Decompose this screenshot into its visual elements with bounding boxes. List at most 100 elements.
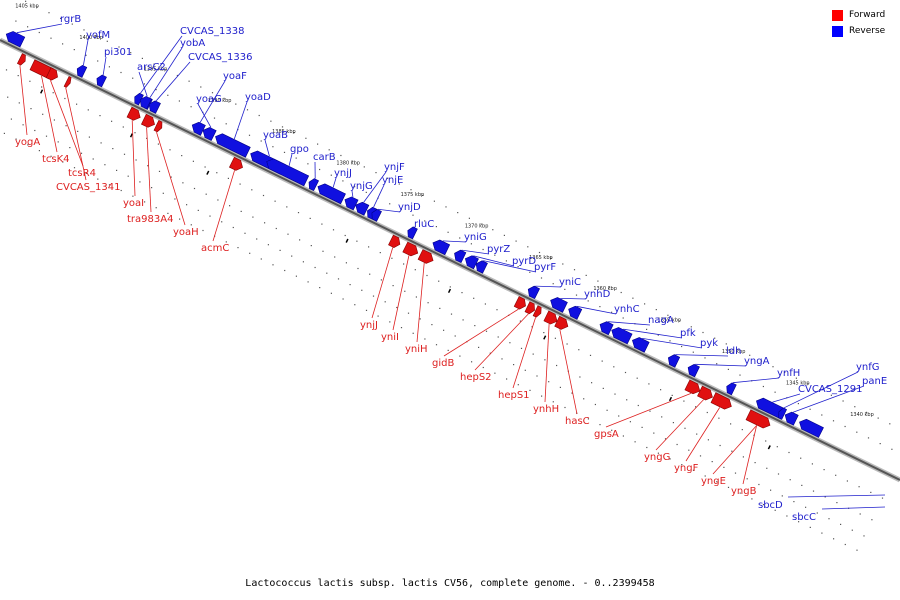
track-dot [427, 302, 429, 304]
track-dot [497, 336, 499, 338]
track-dot [369, 273, 371, 275]
reverse-gene-feature [784, 411, 799, 426]
track-dot [462, 319, 464, 321]
track-dot [334, 256, 336, 258]
track-dot [821, 532, 823, 534]
track-dot [688, 449, 690, 451]
track-dot [644, 303, 646, 305]
track-dot [459, 355, 461, 357]
track-dot [45, 135, 48, 137]
track-dot [660, 389, 662, 391]
track-dot [139, 181, 141, 183]
track-dot [449, 286, 451, 288]
track-dot [807, 383, 809, 385]
track-dot [80, 152, 83, 154]
forward-leader-line [146, 127, 152, 213]
track-dot [410, 189, 412, 191]
track-dot [805, 506, 807, 508]
track-dot [319, 168, 321, 171]
track-dot [305, 137, 307, 139]
forward-gene-feature [745, 409, 771, 429]
track-dot [587, 418, 589, 420]
reverse-gene-label: panE [862, 376, 887, 387]
track-dot [505, 260, 507, 262]
forward-leader-line [41, 75, 58, 153]
track-dot [165, 69, 167, 71]
track-dot [354, 186, 356, 188]
reverse-gene-feature [778, 407, 788, 420]
track-dot [387, 177, 389, 179]
track-dot [459, 237, 461, 239]
reverse-leader-line [473, 255, 515, 267]
reverse-gene-label: ynhD [584, 289, 611, 300]
track-dot [531, 326, 533, 328]
kbp-tick-label: 1360 kbp [593, 286, 617, 292]
track-dot [877, 417, 879, 419]
reverse-gene-label: CVCAS_1291 [798, 384, 862, 395]
forward-gene-feature [513, 296, 526, 310]
track-dot [599, 306, 601, 308]
forward-leader-line [392, 255, 410, 331]
track-dot [97, 178, 99, 180]
track-dot [260, 258, 262, 260]
track-dot [766, 467, 768, 469]
track-dot [672, 422, 674, 424]
forward-gene-label: tcsK4 [42, 154, 70, 165]
track-dot [272, 264, 274, 266]
track-dot [690, 326, 692, 328]
track-dot [204, 166, 206, 168]
track-dot [200, 86, 202, 88]
reverse-leader-line [608, 321, 651, 326]
track-dot [433, 200, 435, 202]
reverse-leader-line [363, 171, 387, 203]
track-dot [403, 263, 405, 265]
track-dot [788, 451, 790, 454]
track-dot [629, 421, 631, 423]
track-dot [252, 216, 254, 218]
track-dot [398, 183, 400, 185]
track-dot [611, 429, 613, 431]
track-dot [202, 229, 204, 232]
forward-leader-line [655, 399, 704, 451]
track-dot [246, 109, 249, 111]
track-dot [496, 309, 498, 311]
track-dot [746, 478, 748, 480]
track-dot [17, 75, 19, 77]
track-dot [293, 132, 295, 134]
track-dot [260, 140, 262, 142]
reverse-gene-label: pyrF [534, 262, 556, 273]
track-dot [157, 143, 159, 145]
track-dot [716, 481, 718, 483]
forward-gene-feature [228, 156, 243, 171]
track-dot [38, 31, 40, 34]
track-dot [307, 281, 309, 283]
track-dot [188, 80, 190, 82]
track-dot [552, 283, 554, 285]
reverse-leader-line [483, 260, 537, 273]
track-dot [587, 300, 589, 302]
track-dot [122, 126, 124, 128]
kbp-tick-label: 1365 kbp [529, 255, 553, 261]
track-dot [529, 389, 531, 391]
track-dot [400, 208, 402, 211]
track-dot [445, 206, 447, 208]
track-dot [25, 0, 27, 2]
track-dot [524, 369, 526, 371]
track-dot [85, 172, 87, 174]
forward-gene-feature [684, 379, 701, 395]
forward-gene-label: yniH [405, 344, 428, 355]
reverse-gene-feature [527, 285, 541, 299]
track-dot [108, 66, 110, 68]
forward-gene-label: yngB [731, 486, 757, 497]
track-dot [111, 120, 113, 122]
track-dot [653, 432, 655, 434]
track-dot [344, 234, 346, 237]
forward-gene-feature [388, 234, 401, 248]
forward-gene-feature [710, 392, 732, 410]
track-dot [97, 60, 99, 62]
track-dot [439, 307, 441, 309]
track-dot [846, 480, 848, 482]
forward-gene-label: ynhH [533, 404, 559, 415]
forward-leader-line [371, 247, 394, 319]
reverse-gene-feature [76, 64, 88, 78]
